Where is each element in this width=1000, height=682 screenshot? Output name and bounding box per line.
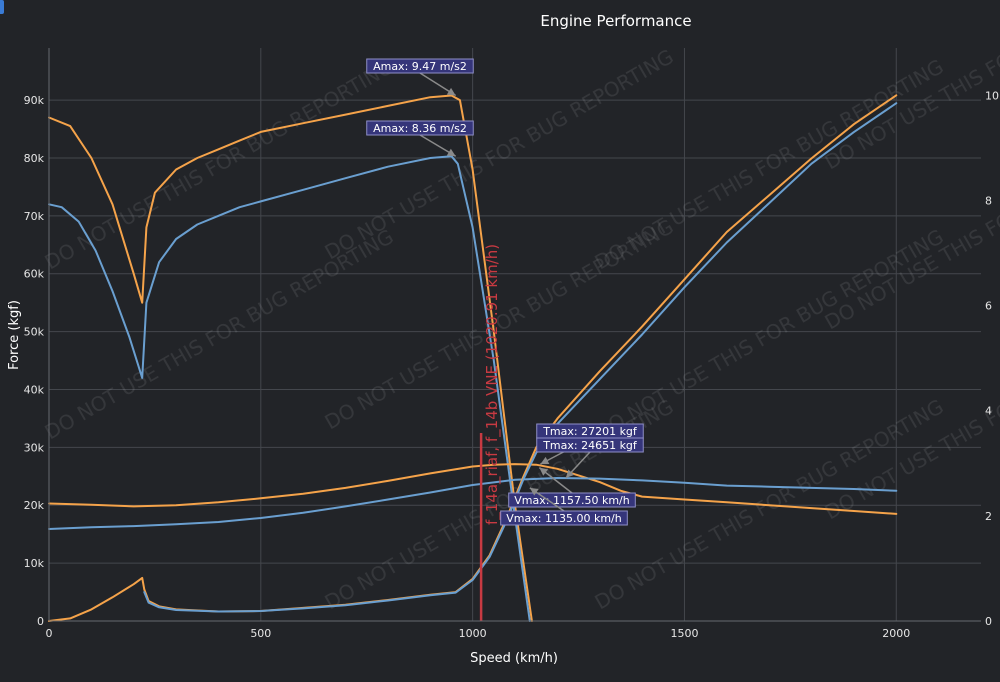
y-tick-label: 10k bbox=[24, 557, 45, 570]
axes-layer: 0 500 1000 1500 2000010k20k30k40k50k60k70k80… bbox=[24, 48, 999, 640]
annotation-box bbox=[366, 120, 474, 136]
grid-lines bbox=[49, 48, 981, 621]
y-tick-label: 70k bbox=[24, 210, 45, 223]
x-tick-label: 0 bbox=[46, 627, 53, 640]
annotation-arrowhead bbox=[539, 467, 549, 476]
y-tick-label: 0 bbox=[37, 615, 44, 628]
annotation-arrowhead bbox=[446, 148, 456, 157]
chart-title: Engine Performance bbox=[540, 12, 691, 30]
corner-marker bbox=[0, 0, 4, 14]
vne-line-label: f_14a_riaf, f_14b VNE (1020.91 km/h) bbox=[483, 244, 502, 525]
y2-tick-label: 2 bbox=[985, 510, 992, 523]
annotation-arrowhead bbox=[446, 87, 456, 96]
annotation-label: Vmax: 1157.50 km/h bbox=[514, 494, 629, 507]
annotation-layer: Amax: 9.47 m/s2 Amax: 8.36 m/s2 Tmax: 2720… bbox=[366, 58, 644, 526]
x-tick-label: 1500 bbox=[670, 627, 698, 640]
y-tick-label: 30k bbox=[24, 441, 45, 454]
y2-tick-label: 10 bbox=[985, 89, 999, 102]
series-line-blue-thrust bbox=[48, 155, 531, 622]
vne-marker: f_14a_riaf, f_14b VNE (1020.91 km/h) bbox=[479, 244, 502, 621]
annotation-arrowhead bbox=[540, 456, 550, 465]
y-tick-label: 80k bbox=[24, 152, 45, 165]
annotation-label: Amax: 9.47 m/s2 bbox=[373, 60, 467, 73]
x-tick-label: 1000 bbox=[459, 627, 487, 640]
y2-tick-label: 4 bbox=[985, 405, 992, 418]
y2-tick-label: 0 bbox=[985, 615, 992, 628]
series-layer bbox=[48, 94, 898, 622]
annotation-label: Tmax: 24651 kgf bbox=[542, 439, 638, 452]
annotation-arrowhead bbox=[565, 469, 575, 479]
annotation-box bbox=[536, 437, 644, 453]
x-tick-label: 2000 bbox=[882, 627, 910, 640]
y-tick-label: 50k bbox=[24, 326, 45, 339]
series-line-blue-time bbox=[143, 102, 898, 613]
y2-tick-label: 8 bbox=[985, 194, 992, 207]
annotation-box bbox=[366, 58, 474, 74]
annotation-label: Amax: 8.36 m/s2 bbox=[373, 122, 467, 135]
y-tick-label: 90k bbox=[24, 94, 45, 107]
annotation-label: Vmax: 1135.00 km/h bbox=[506, 512, 621, 525]
annotation-label: Tmax: 27201 kgf bbox=[542, 425, 638, 438]
y2-tick-label: 6 bbox=[985, 300, 992, 313]
y-tick-label: 20k bbox=[24, 499, 45, 512]
series-line-blue-drag bbox=[48, 477, 898, 530]
y-tick-label: 40k bbox=[24, 383, 45, 396]
series-line-orange-drag bbox=[48, 463, 898, 515]
y-tick-label: 60k bbox=[24, 268, 45, 281]
y-axis-title: Force (kgf) bbox=[7, 300, 22, 370]
x-axis-title: Speed (km/h) bbox=[470, 651, 558, 666]
annotation-arrowhead bbox=[529, 487, 539, 496]
annotation-box bbox=[500, 510, 628, 526]
x-tick-label: 500 bbox=[250, 627, 271, 640]
annotation-box bbox=[508, 492, 636, 508]
